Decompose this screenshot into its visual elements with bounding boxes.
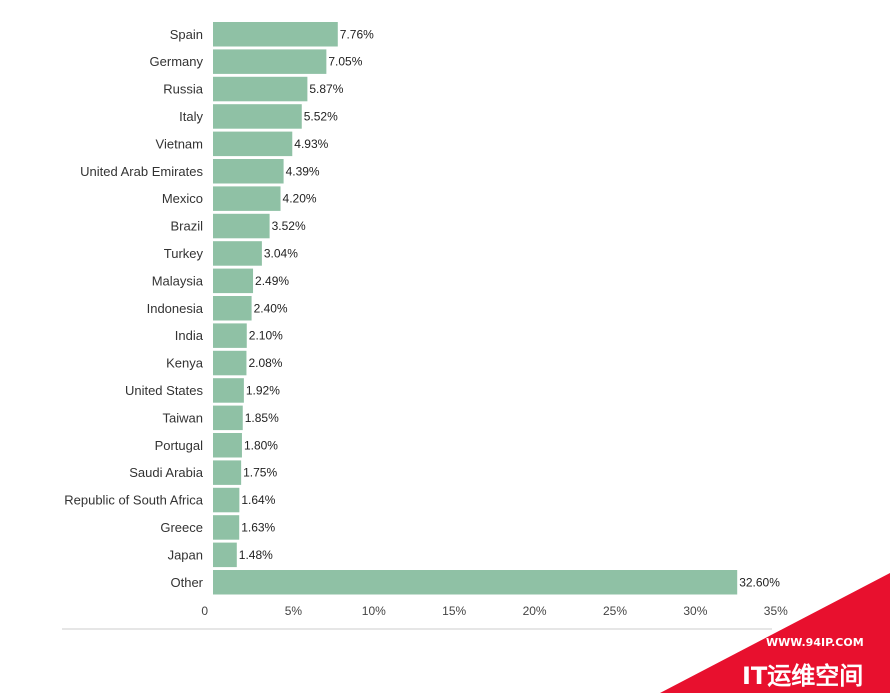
bar-india xyxy=(213,323,247,348)
category-label-turkey: Turkey xyxy=(164,246,204,261)
x-tick-label: 0 xyxy=(201,604,208,618)
category-label-japan: Japan xyxy=(168,547,203,562)
value-label-malaysia: 2.49% xyxy=(255,274,289,288)
category-label-kenya: Kenya xyxy=(166,356,204,371)
bar-spain xyxy=(213,22,338,47)
value-label-japan: 1.48% xyxy=(239,548,273,562)
value-label-taiwan: 1.85% xyxy=(245,411,279,425)
category-label-russia: Russia xyxy=(163,82,204,97)
bar-russia xyxy=(213,76,308,102)
bar-taiwan xyxy=(213,405,243,431)
bar-vietnam xyxy=(213,131,293,157)
bar-germany xyxy=(213,49,327,74)
value-label-indonesia: 2.40% xyxy=(254,301,288,315)
category-label-greece: Greece xyxy=(160,520,203,535)
bar-italy xyxy=(213,104,302,129)
value-label-vietnam: 4.93% xyxy=(294,137,328,151)
category-label-united-arab-emirates: United Arab Emirates xyxy=(80,164,203,179)
watermark-name: IT运维空间 xyxy=(742,662,863,690)
x-tick-label: 35% xyxy=(764,604,788,618)
value-label-saudi-arabia: 1.75% xyxy=(243,466,277,480)
value-label-brazil: 3.52% xyxy=(272,219,306,233)
category-label-mexico: Mexico xyxy=(162,191,203,206)
value-label-greece: 1.63% xyxy=(241,520,275,534)
bar-brazil xyxy=(213,213,270,239)
category-label-indonesia: Indonesia xyxy=(147,301,204,316)
category-label-india: India xyxy=(175,328,204,343)
watermark-banner: WWW.94IP.COM IT运维空间 xyxy=(660,573,890,693)
watermark-triangle xyxy=(660,573,890,693)
category-label-germany: Germany xyxy=(150,54,204,69)
category-labels: Spain Germany Russia Italy Vietnam United Ara… xyxy=(64,27,204,590)
bar-republic-of-south-africa xyxy=(213,487,240,513)
value-label-italy: 5.52% xyxy=(304,109,338,123)
x-tick-label: 25% xyxy=(603,604,627,618)
x-tick-label: 20% xyxy=(523,604,547,618)
value-label-portugal: 1.80% xyxy=(244,438,278,452)
x-tick-label: 10% xyxy=(362,604,386,618)
value-label-spain: 7.76% xyxy=(340,27,374,41)
category-label-saudi-arabia: Saudi Arabia xyxy=(129,465,203,480)
bars-group xyxy=(213,22,738,595)
bar-portugal xyxy=(213,433,242,458)
bar-japan xyxy=(213,542,237,568)
value-label-russia: 5.87% xyxy=(309,82,343,96)
category-label-portugal: Portugal xyxy=(155,438,204,453)
bar-mexico xyxy=(213,186,281,211)
value-label-mexico: 4.20% xyxy=(283,192,317,206)
category-label-vietnam: Vietnam xyxy=(156,136,203,151)
bar-indonesia xyxy=(213,296,252,321)
category-label-taiwan: Taiwan xyxy=(163,410,203,425)
value-label-germany: 7.05% xyxy=(328,55,362,69)
value-label-united-states: 1.92% xyxy=(246,383,280,397)
value-labels: 7.76% 7.05% 5.87% 5.52% 4.93% 4.39% 4.20% 3.52%… xyxy=(239,27,780,589)
category-label-other: Other xyxy=(170,575,203,590)
bar-malaysia xyxy=(213,268,254,294)
category-label-spain: Spain xyxy=(170,27,203,42)
x-axis-ticks: 0 5% 10% 15% 20% 25% 30% 35% xyxy=(201,604,788,618)
value-label-kenya: 2.08% xyxy=(248,356,282,370)
bar-kenya xyxy=(213,350,247,376)
category-label-republic-of-south-africa: Republic of South Africa xyxy=(64,493,204,508)
value-label-united-arab-emirates: 4.39% xyxy=(286,164,320,178)
bar-turkey xyxy=(213,241,262,266)
bar-greece xyxy=(213,515,240,540)
bar-united-arab-emirates xyxy=(213,159,284,184)
x-tick-label: 30% xyxy=(683,604,707,618)
x-tick-label: 15% xyxy=(442,604,466,618)
value-label-turkey: 3.04% xyxy=(264,246,298,260)
watermark-url: WWW.94IP.COM xyxy=(766,636,864,649)
value-label-republic-of-south-africa: 1.64% xyxy=(241,493,275,507)
bar-saudi-arabia xyxy=(213,460,242,485)
category-label-brazil: Brazil xyxy=(170,219,203,234)
category-label-united-states: United States xyxy=(125,383,204,398)
bar-united-states xyxy=(213,378,244,403)
value-label-other: 32.60% xyxy=(739,575,780,589)
x-tick-label: 5% xyxy=(285,604,303,618)
category-label-italy: Italy xyxy=(179,109,203,124)
value-label-india: 2.10% xyxy=(249,329,283,343)
category-label-malaysia: Malaysia xyxy=(152,273,204,288)
bar-other xyxy=(213,570,738,595)
